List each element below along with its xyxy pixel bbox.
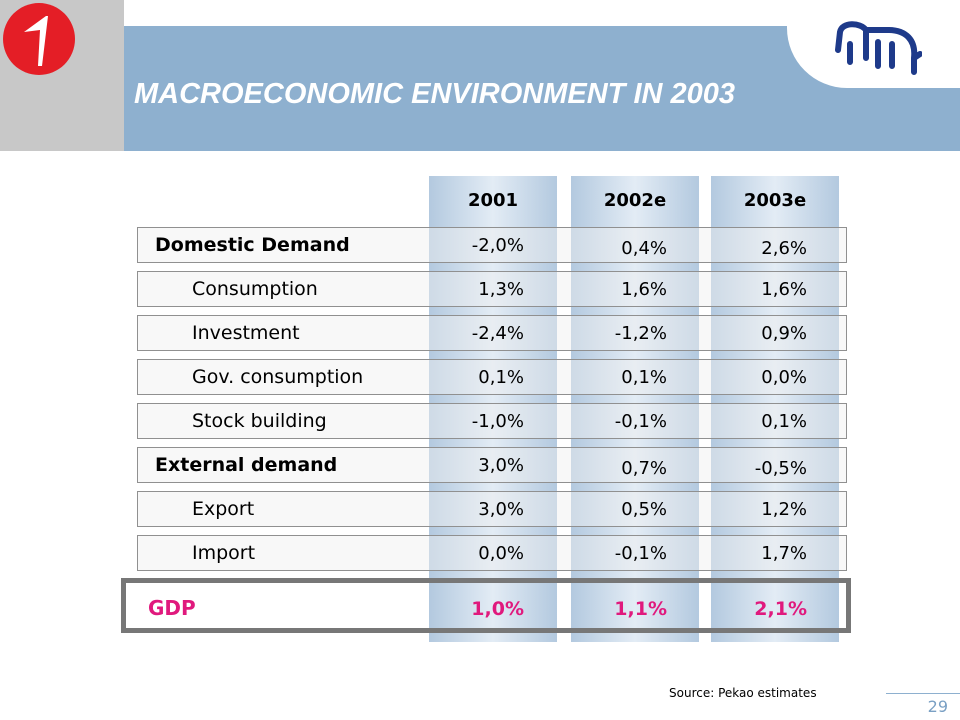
page-number: 29 <box>927 697 948 716</box>
row-value: -0,1% <box>614 411 667 432</box>
row-value: 0,7% <box>621 458 667 479</box>
row-label: Stock building <box>192 410 327 432</box>
row-value: -0,5% <box>754 458 807 479</box>
column-band-2002e <box>571 176 699 642</box>
page-divider <box>886 693 960 694</box>
row-label: Gov. consumption <box>192 366 364 388</box>
column-band-2003e <box>711 176 839 642</box>
table-row <box>137 359 847 395</box>
column-band-2001 <box>429 176 557 642</box>
row-value: 2,6% <box>761 238 807 259</box>
row-value: 1,3% <box>478 279 524 300</box>
row-value: 0,4% <box>621 238 667 259</box>
row-label: Consumption <box>192 278 318 300</box>
table-row <box>137 315 847 351</box>
row-label: Domestic Demand <box>155 234 350 256</box>
gdp-value: 1,1% <box>614 598 667 620</box>
row-value: 0,1% <box>478 367 524 388</box>
row-value: 1,6% <box>761 279 807 300</box>
row-label: Investment <box>192 322 300 344</box>
bank-1-logo-icon <box>3 3 75 75</box>
row-value: 0,1% <box>761 411 807 432</box>
row-value: -2,0% <box>471 235 524 256</box>
page-title: MACROECONOMIC ENVIRONMENT IN 2003 <box>134 78 736 110</box>
row-value: 0,5% <box>621 499 667 520</box>
column-header: 2002e <box>603 190 667 211</box>
row-value: -2,4% <box>471 323 524 344</box>
logo-tab <box>787 0 960 88</box>
column-header: 2003e <box>743 190 807 211</box>
row-value: 3,0% <box>478 499 524 520</box>
table-row <box>137 271 847 307</box>
row-value: -0,1% <box>614 543 667 564</box>
gdp-value: 2,1% <box>754 598 807 620</box>
row-value: 3,0% <box>478 455 524 476</box>
bison-logo-icon <box>835 21 922 75</box>
row-value: -1,2% <box>614 323 667 344</box>
row-value: 1,6% <box>621 279 667 300</box>
table-row <box>137 227 847 263</box>
column-header: 2001 <box>467 190 519 211</box>
row-value: 0,1% <box>621 367 667 388</box>
row-value: 0,9% <box>761 323 807 344</box>
row-value: 0,0% <box>478 543 524 564</box>
row-value: 0,0% <box>761 367 807 388</box>
gdp-label: GDP <box>148 596 196 620</box>
row-label: Import <box>192 542 256 564</box>
row-label: Export <box>192 498 255 520</box>
row-value: 1,2% <box>761 499 807 520</box>
table-row <box>137 491 847 527</box>
row-label: External demand <box>155 454 338 476</box>
table-row <box>137 447 847 483</box>
row-value: 1,7% <box>761 543 807 564</box>
row-value: -1,0% <box>471 411 524 432</box>
gdp-value: 1,0% <box>471 598 524 620</box>
table-row <box>137 403 847 439</box>
source-note: Source: Pekao estimates <box>669 686 817 700</box>
gdp-row <box>121 578 851 633</box>
table-row <box>137 535 847 571</box>
